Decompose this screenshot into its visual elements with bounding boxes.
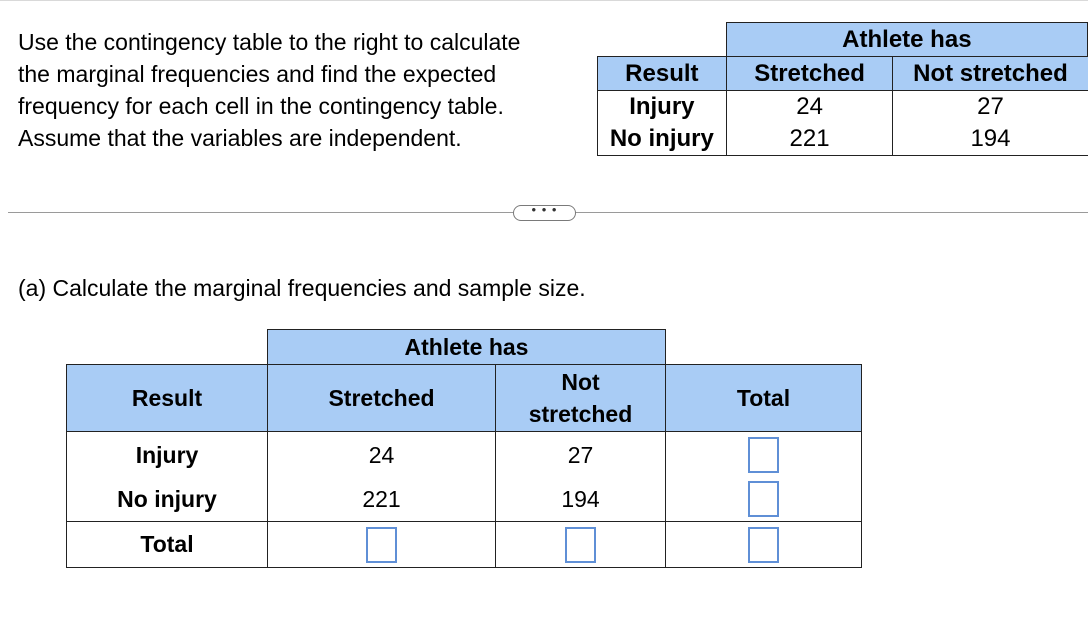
ref-row-label-injury: Injury	[597, 90, 727, 123]
cell-no-injury-not-stretched: 194	[561, 485, 600, 512]
group-header: Athlete has	[267, 329, 666, 365]
row-totals	[665, 431, 862, 522]
cell-injury-stretched: 24	[368, 441, 395, 468]
reference-contingency-table: Athlete has Result Stretched Not stretch…	[597, 22, 1088, 156]
stretched-header: Stretched	[267, 364, 496, 432]
row-label-total: Total	[66, 521, 268, 568]
total-header: Total	[665, 364, 862, 432]
not-stretched-header: Not stretched	[495, 364, 666, 432]
ref-cell: 27	[977, 93, 1004, 120]
total-stretched-input[interactable]	[366, 526, 397, 563]
row-label-injury: Injury	[135, 441, 199, 468]
not-stretched-header-line2: stretched	[528, 401, 633, 427]
grand-total-cell	[665, 521, 862, 568]
instruction-line: Assume that the variables are independen…	[18, 125, 462, 151]
top-divider	[0, 0, 1088, 1]
ref-row-header: Result	[597, 56, 727, 91]
ref-group-header: Athlete has	[725, 22, 1088, 57]
ellipsis-icon: • • •	[531, 202, 558, 217]
expand-more-button[interactable]: • • •	[513, 202, 576, 221]
row-label-no-injury: No injury	[117, 485, 217, 512]
instruction-line: frequency for each cell in the contingen…	[18, 93, 504, 119]
instructions-text: Use the contingency table to the right t…	[18, 26, 598, 154]
ref-col-not-stretched: Not stretched	[892, 56, 1088, 91]
row-labels: Injury No injury	[66, 431, 268, 522]
total-not-stretched-input[interactable]	[565, 526, 596, 563]
marginal-frequency-table: Athlete has Result Stretched Not stretch…	[66, 329, 862, 568]
cell-no-injury-stretched: 221	[362, 485, 401, 512]
ref-cell: 24	[726, 90, 894, 123]
ref-cell: 221	[726, 123, 894, 156]
stretched-values: 24 221	[267, 431, 496, 522]
ref-row-label-no-injury: No injury	[597, 123, 727, 156]
instruction-line: Use the contingency table to the right t…	[18, 29, 521, 55]
result-header: Result	[66, 364, 268, 432]
ref-cell: 194	[892, 123, 1088, 156]
not-stretched-values: 27 194	[495, 431, 666, 522]
no-injury-total-input[interactable]	[748, 480, 779, 517]
grand-total-input[interactable]	[748, 526, 779, 563]
total-not-stretched-cell	[495, 521, 666, 568]
part-a-prompt: (a) Calculate the marginal frequencies a…	[18, 275, 586, 301]
injury-total-input[interactable]	[748, 436, 779, 473]
instruction-line: the marginal frequencies and find the ex…	[18, 61, 497, 87]
ref-col-stretched: Stretched	[725, 56, 894, 91]
total-stretched-cell	[267, 521, 496, 568]
cell-injury-not-stretched: 27	[567, 441, 594, 468]
not-stretched-header-line1: Not	[561, 369, 600, 395]
